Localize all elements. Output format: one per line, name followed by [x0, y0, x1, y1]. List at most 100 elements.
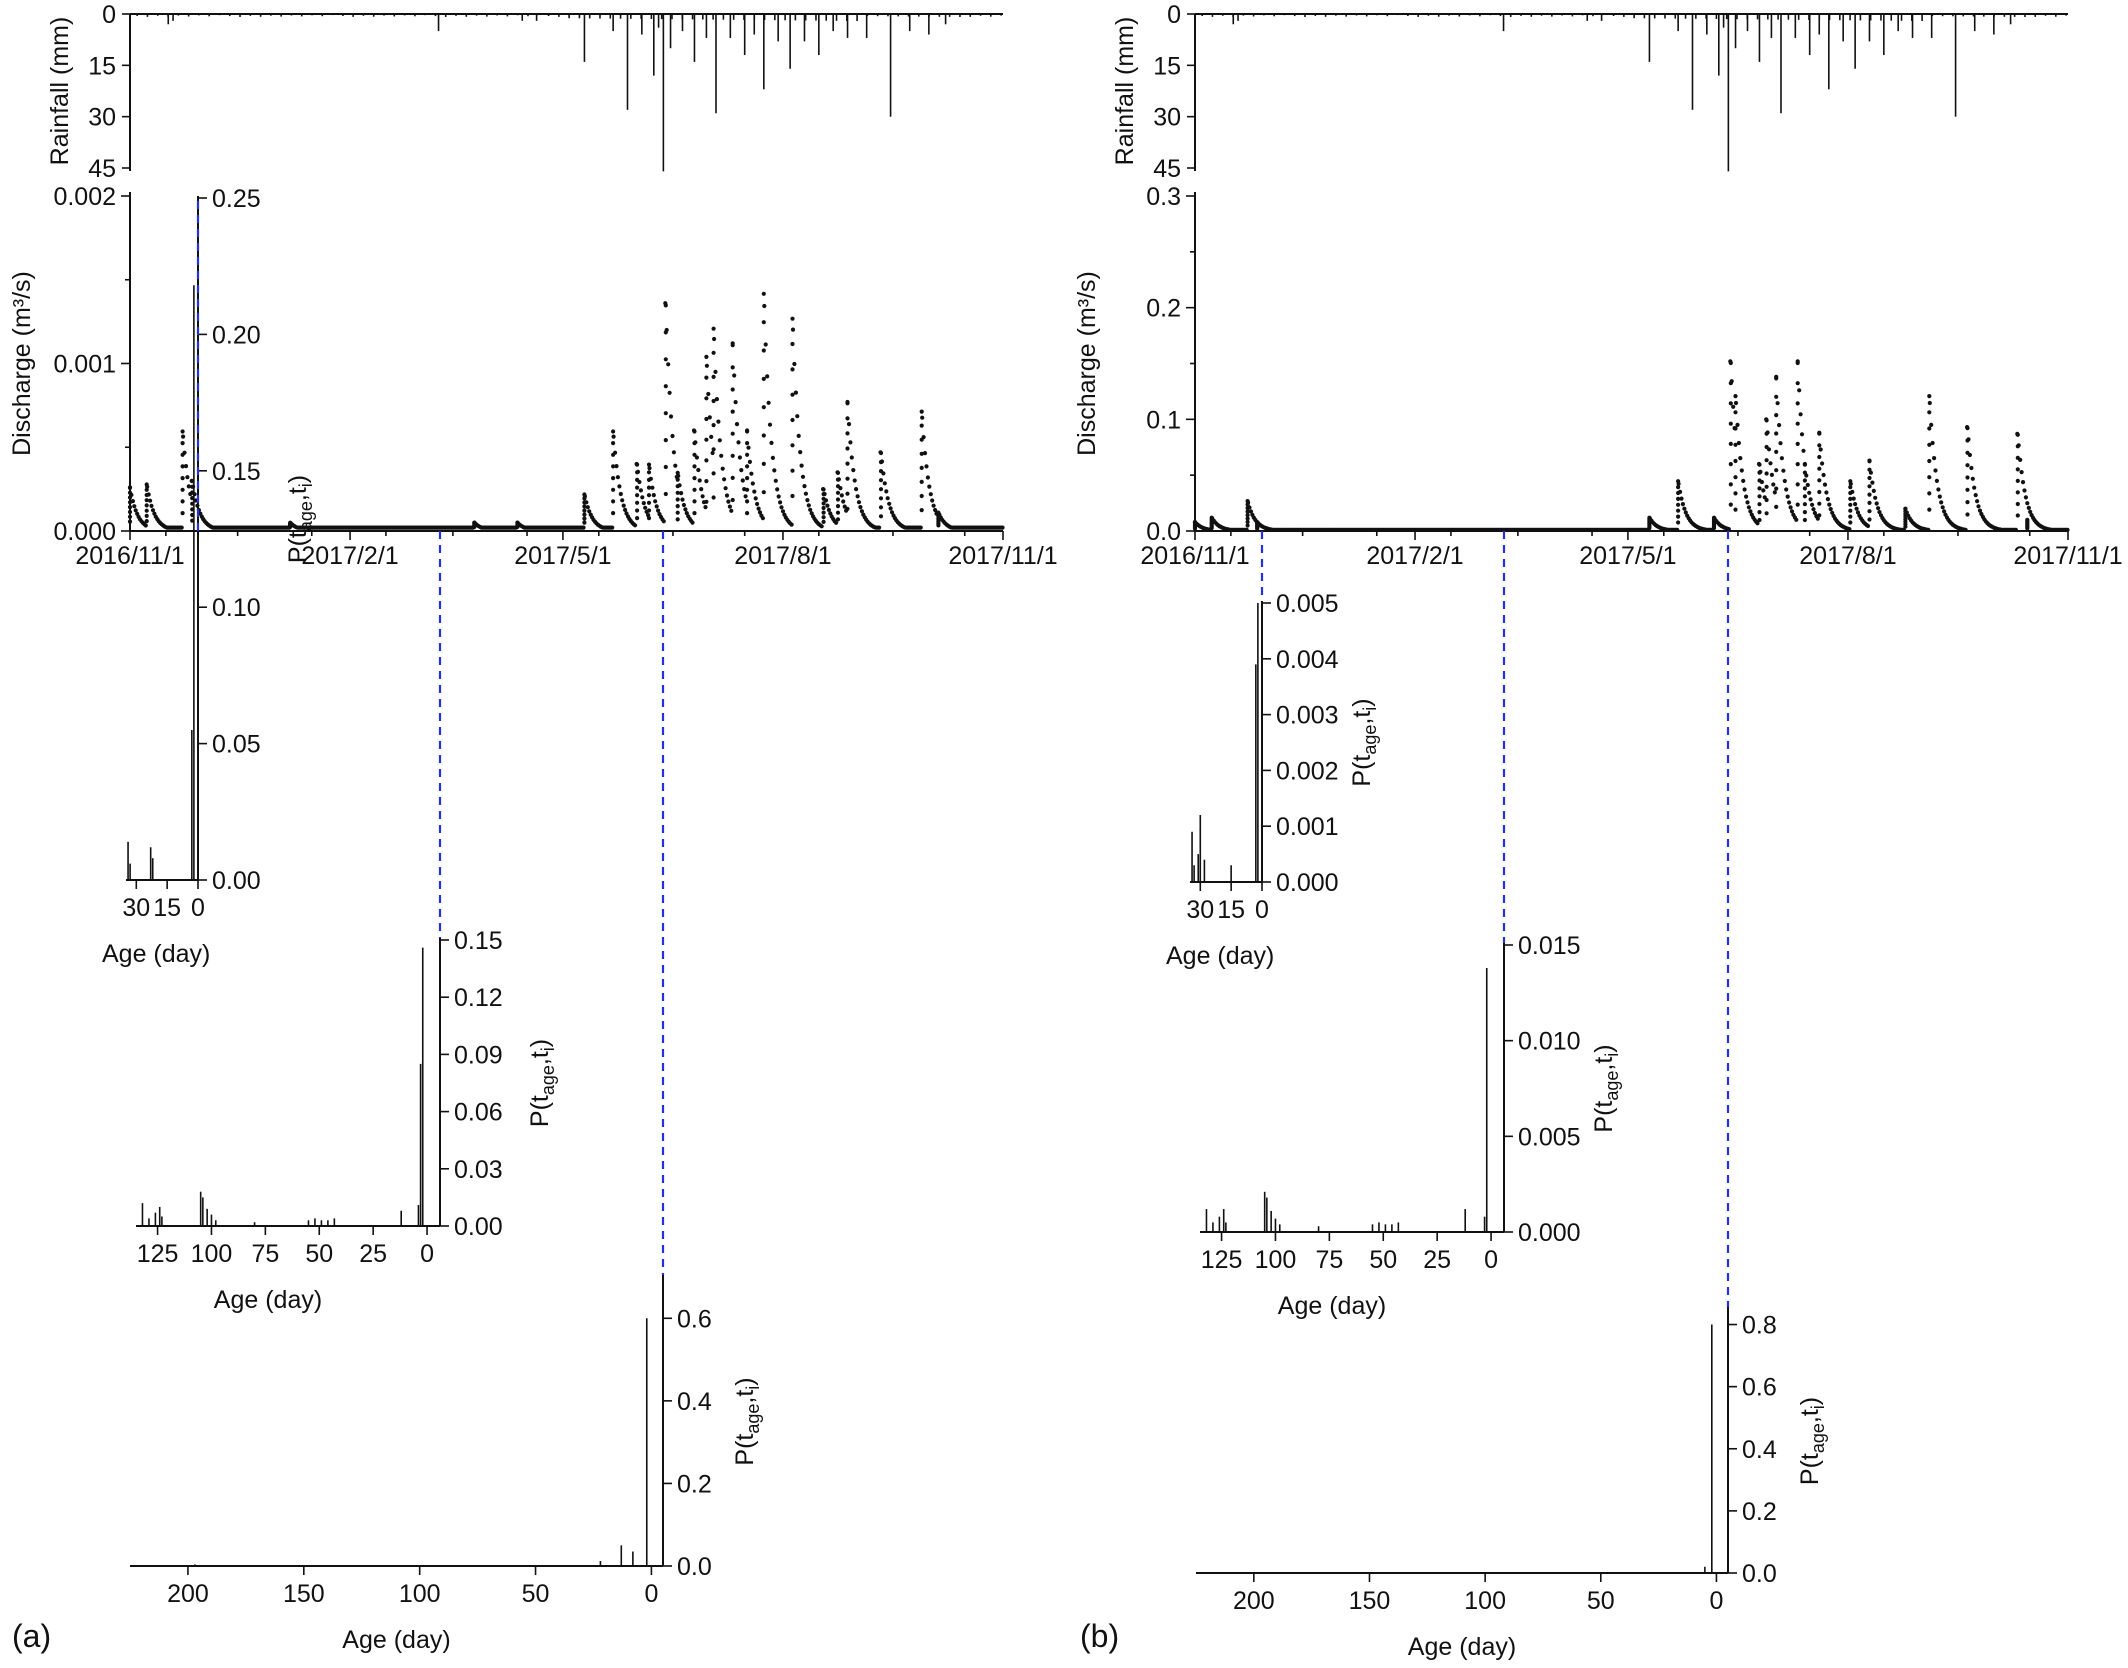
discharge-point — [1795, 421, 1800, 426]
discharge-point — [852, 478, 857, 483]
discharge-point — [668, 414, 674, 419]
discharge-point — [675, 504, 680, 509]
discharge-point — [790, 327, 796, 332]
discharge-point — [761, 376, 766, 381]
discharge-point — [680, 497, 685, 502]
discharge-point — [737, 455, 743, 460]
discharge-point — [1936, 487, 1941, 492]
age-y-tick-label: 0.10 — [212, 594, 261, 622]
discharge-point — [726, 499, 731, 504]
discharge-point — [845, 506, 850, 511]
discharge-point — [704, 363, 710, 368]
age-y-tick-label: 0.25 — [212, 185, 261, 213]
discharge-point — [635, 470, 640, 475]
discharge-x-tick-label: 2017/2/1 — [1366, 542, 1463, 570]
discharge-point — [936, 510, 941, 515]
discharge-point — [1797, 388, 1802, 393]
discharge-point — [1728, 360, 1733, 366]
discharge-point — [179, 525, 184, 530]
age-x-label: Age (day) — [1166, 942, 1274, 970]
discharge-point — [1855, 510, 1861, 515]
discharge-point — [582, 496, 587, 501]
discharge-point — [821, 492, 826, 497]
age-y-tick-label: 0.0 — [1742, 1560, 1777, 1588]
sample-time-connectors — [196, 196, 665, 1275]
discharge-x-tick-label: 2016/11/1 — [75, 542, 184, 570]
discharge-point — [1769, 472, 1774, 477]
discharge-point — [1757, 502, 1762, 507]
age-y-label: P(tage,ti) — [731, 1377, 763, 1465]
discharge-point — [884, 489, 889, 494]
discharge-point — [711, 374, 716, 379]
discharge-point — [1733, 394, 1738, 399]
discharge-point — [675, 470, 680, 475]
discharge-point — [1777, 423, 1782, 428]
discharge-point — [611, 510, 616, 516]
discharge-point — [1848, 479, 1853, 484]
discharge-point — [582, 500, 587, 505]
discharge-point — [180, 510, 185, 516]
age-y-label-part: P(t — [284, 531, 312, 563]
discharge-point — [618, 491, 623, 497]
discharge-point — [845, 461, 850, 466]
discharge-point — [740, 478, 745, 483]
discharge-point — [1744, 494, 1749, 499]
discharge-point — [835, 510, 841, 515]
age-y-label-part: ) — [284, 475, 312, 483]
age-y-tick-label: 0.00 — [454, 1213, 503, 1241]
discharge-point — [1811, 507, 1816, 512]
discharge-point — [928, 492, 933, 497]
discharge-point — [859, 509, 865, 514]
rainfall-y-tick-label: 0 — [1167, 1, 1181, 29]
discharge-point — [663, 411, 668, 416]
age-y-tick-label: 0.09 — [454, 1041, 503, 1069]
discharge-point — [2065, 527, 2070, 533]
discharge-x-tick-label: 2017/5/1 — [514, 542, 611, 570]
discharge-point — [1745, 500, 1750, 505]
discharge-point — [1245, 523, 1250, 528]
discharge-y-label: Discharge (m³/s) — [1073, 271, 1101, 456]
age-distribution-1: 0.000 0.001 0.002 0.003 0.004 0.005 30 15 0 Age (… — [1166, 590, 1380, 970]
discharge-point — [1764, 458, 1769, 463]
discharge-point — [633, 523, 638, 528]
discharge-point — [646, 516, 652, 521]
discharge-point — [681, 502, 687, 508]
discharge-point — [1867, 459, 1872, 464]
age-y-tick-label: 0.005 — [1518, 1123, 1581, 1151]
sample-time-connectors — [1260, 531, 1730, 1307]
discharge-point — [919, 437, 924, 442]
age-x-tick-label: 0 — [1709, 1587, 1723, 1615]
discharge-point — [646, 508, 652, 513]
discharge-point — [1848, 508, 1853, 513]
discharge-point — [1757, 486, 1762, 491]
discharge-point — [646, 470, 652, 475]
discharge-point — [1244, 527, 1249, 533]
discharge-point — [144, 519, 149, 524]
discharge-point — [1972, 485, 1977, 490]
discharge-point — [635, 516, 640, 521]
discharge-point — [661, 519, 666, 524]
discharge-point — [1245, 502, 1250, 507]
discharge-point — [1748, 509, 1753, 514]
age-x-tick-label: 50 — [305, 1240, 333, 1268]
discharge-point — [611, 452, 616, 457]
discharge-point — [1969, 465, 1974, 471]
rainfall-y-tick-label: 30 — [88, 104, 116, 132]
discharge-point — [2013, 527, 2018, 533]
discharge-point — [675, 477, 680, 482]
discharge-point — [1932, 456, 1937, 461]
discharge-point — [582, 492, 587, 497]
age-x-tick-label: 0 — [1484, 1246, 1498, 1274]
discharge-point — [1248, 509, 1254, 514]
discharge-point — [582, 516, 587, 521]
discharge-plot: 0.0 0.1 0.2 0.3 2016/11/1 2017/2/1 2017/5/1 201… — [1073, 183, 2123, 570]
age-x-tick-label: 0 — [1255, 896, 1269, 924]
discharge-point — [755, 501, 760, 507]
age-y-label-part: ) — [1796, 1397, 1824, 1405]
discharge-point — [692, 499, 697, 504]
discharge-point — [1818, 447, 1823, 452]
discharge-point — [730, 497, 735, 503]
discharge-point — [802, 484, 807, 489]
discharge-point — [845, 476, 850, 481]
discharge-point — [745, 452, 750, 457]
